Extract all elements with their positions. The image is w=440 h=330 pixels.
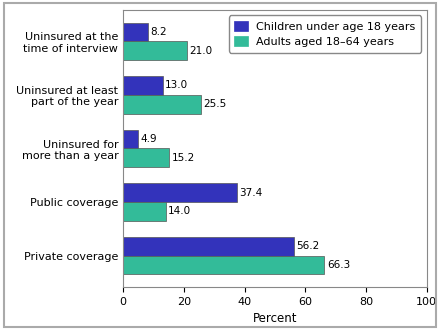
X-axis label: Percent: Percent	[253, 313, 297, 325]
Bar	[123, 202, 166, 221]
Text: 56.2: 56.2	[296, 241, 319, 251]
Text: 14.0: 14.0	[168, 207, 191, 216]
Text: 4.9: 4.9	[140, 134, 157, 144]
Text: 15.2: 15.2	[172, 153, 195, 163]
Bar	[123, 95, 201, 114]
Text: 13.0: 13.0	[165, 81, 188, 90]
Text: 21.0: 21.0	[189, 46, 213, 56]
Bar	[123, 148, 169, 167]
Bar	[123, 76, 163, 95]
Bar	[123, 22, 148, 41]
Bar	[123, 41, 187, 60]
Text: 37.4: 37.4	[239, 188, 262, 198]
Bar	[123, 183, 237, 202]
Bar	[123, 130, 138, 148]
Bar	[123, 237, 294, 256]
Bar	[123, 256, 324, 275]
Text: 8.2: 8.2	[150, 27, 167, 37]
Text: 66.3: 66.3	[327, 260, 350, 270]
Text: 25.5: 25.5	[203, 99, 226, 109]
Legend: Children under age 18 years, Adults aged 18–64 years: Children under age 18 years, Adults aged…	[229, 16, 421, 52]
